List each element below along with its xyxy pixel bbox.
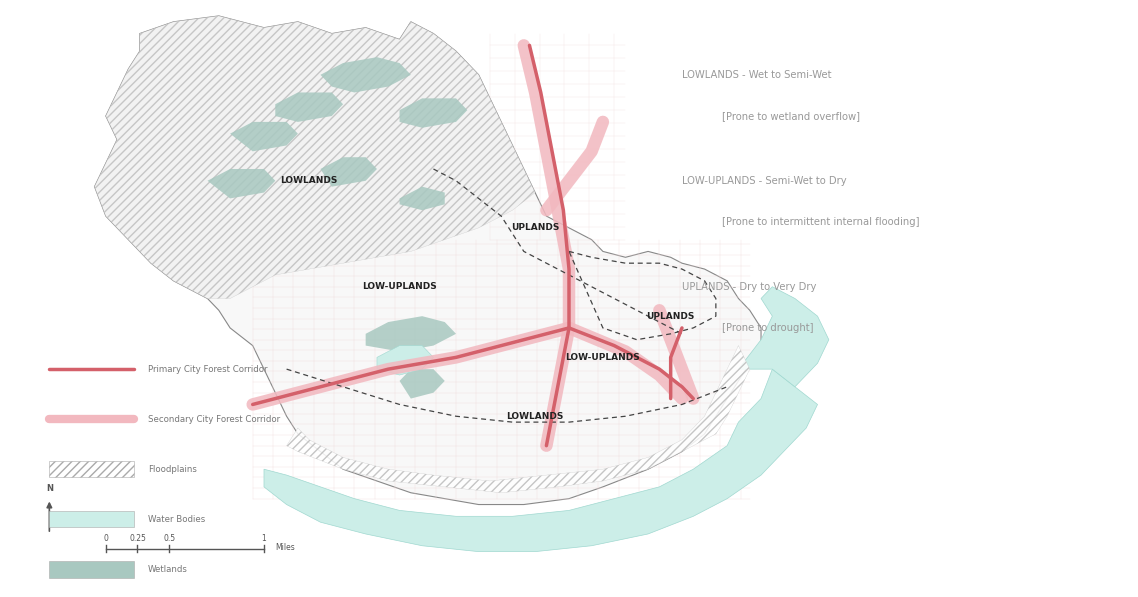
Text: LOWLANDS: LOWLANDS bbox=[506, 412, 563, 421]
Text: 1: 1 bbox=[262, 534, 266, 543]
Bar bbox=[49, 461, 134, 478]
Polygon shape bbox=[287, 346, 750, 493]
Text: [Prone to intermittent internal flooding]: [Prone to intermittent internal flooding… bbox=[721, 217, 920, 227]
Text: LOW-UPLANDS: LOW-UPLANDS bbox=[362, 282, 437, 291]
Polygon shape bbox=[365, 316, 456, 352]
Polygon shape bbox=[264, 369, 817, 552]
Polygon shape bbox=[321, 157, 377, 187]
Polygon shape bbox=[207, 169, 275, 198]
Text: Secondary City Forest Corridor: Secondary City Forest Corridor bbox=[148, 415, 280, 424]
Text: Miles: Miles bbox=[275, 543, 295, 552]
Text: Wetlands: Wetlands bbox=[148, 565, 188, 574]
Bar bbox=[49, 511, 134, 528]
Text: LOW-UPLANDS: LOW-UPLANDS bbox=[566, 353, 641, 362]
Text: N: N bbox=[46, 484, 52, 493]
Polygon shape bbox=[275, 93, 343, 122]
Text: 0.25: 0.25 bbox=[129, 534, 146, 543]
Text: LOWLANDS - Wet to Semi-Wet: LOWLANDS - Wet to Semi-Wet bbox=[682, 70, 832, 80]
Polygon shape bbox=[321, 57, 411, 93]
Text: [Prone to wetland overflow]: [Prone to wetland overflow] bbox=[721, 111, 859, 121]
Text: UPLANDS - Dry to Very Dry: UPLANDS - Dry to Very Dry bbox=[682, 282, 816, 292]
Text: LOW-UPLANDS - Semi-Wet to Dry: LOW-UPLANDS - Semi-Wet to Dry bbox=[682, 176, 847, 186]
Polygon shape bbox=[377, 346, 434, 375]
Text: UPLANDS: UPLANDS bbox=[511, 223, 559, 232]
Text: 0: 0 bbox=[104, 534, 108, 543]
Polygon shape bbox=[94, 16, 535, 298]
Polygon shape bbox=[230, 122, 298, 151]
Text: LOWLANDS: LOWLANDS bbox=[280, 176, 338, 185]
Text: 0.5: 0.5 bbox=[163, 534, 175, 543]
Polygon shape bbox=[399, 369, 445, 399]
Text: [Prone to drought]: [Prone to drought] bbox=[721, 323, 813, 333]
Bar bbox=[49, 561, 134, 577]
Polygon shape bbox=[94, 16, 761, 504]
Text: UPLANDS: UPLANDS bbox=[646, 312, 695, 321]
Polygon shape bbox=[399, 99, 468, 128]
Text: Primary City Forest Corridor: Primary City Forest Corridor bbox=[148, 365, 267, 374]
Text: Water Bodies: Water Bodies bbox=[148, 515, 205, 524]
Polygon shape bbox=[739, 287, 828, 387]
Polygon shape bbox=[399, 187, 445, 210]
Text: Floodplains: Floodplains bbox=[148, 464, 197, 473]
